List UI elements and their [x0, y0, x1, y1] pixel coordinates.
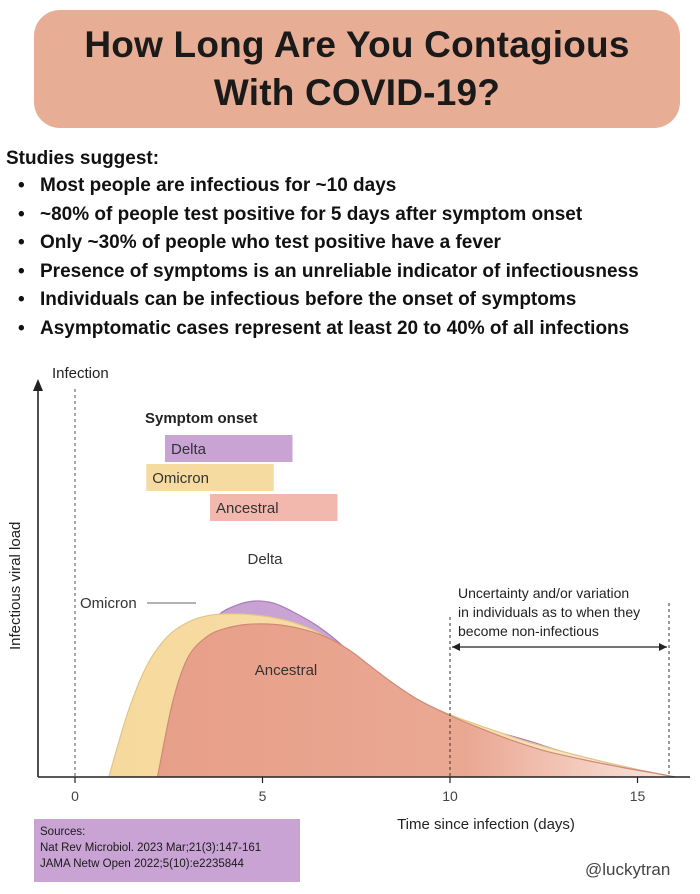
x-tick-label: 15: [630, 788, 646, 804]
infection-label: Infection: [52, 365, 109, 382]
uncertainty-arrowhead-left: [452, 643, 460, 651]
page-title-line-1: How Long Are You Contagious: [84, 24, 630, 65]
title-banner: How Long Are You Contagious With COVID-1…: [34, 10, 680, 128]
symptom-onset-bar-delta: [165, 435, 293, 462]
viral-load-chart: Infection Infectious viral load 0 5 10 15 Time…: [0, 355, 700, 889]
page-title-line-2: With COVID-19?: [213, 72, 501, 113]
x-tick-label: 10: [442, 788, 458, 804]
omicron-curve-label: Omicron: [80, 595, 137, 612]
bullet-item: Only ~30% of people who test positive ha…: [0, 229, 700, 258]
x-axis-label: Time since infection (days): [397, 816, 575, 833]
symptom-onset-bar-ancestral: [210, 494, 338, 521]
bullet-item: Asymptomatic cases represent at least 20…: [0, 315, 700, 344]
y-axis-arrowhead: [33, 379, 43, 391]
uncertainty-arrowhead-right: [659, 643, 667, 651]
symptom-onset-bar-omicron: [146, 464, 274, 491]
author-handle: @luckytran: [585, 860, 671, 879]
sources-box: Sources: Nat Rev Microbiol. 2023 Mar;21(…: [34, 819, 300, 882]
uncertainty-note-line2: in individuals as to when they: [458, 604, 640, 620]
series-line-ancestral: [156, 623, 676, 778]
source-citation: Nat Rev Microbiol. 2023 Mar;21(3):147-16…: [40, 842, 262, 854]
chart-svg: Infection Infectious viral load 0 5 10 15 Time…: [7, 365, 690, 833]
symptom-onset-heading: Symptom onset: [145, 410, 258, 427]
uncertainty-note-line3: become non-infectious: [458, 623, 599, 639]
series-area-ancestral: [157, 623, 675, 777]
symptom-onset-bar-label: Omicron: [152, 470, 209, 487]
bullet-item: Most people are infectious for ~10 days: [0, 172, 700, 201]
x-tick-label: 5: [259, 788, 267, 804]
studies-heading: Studies suggest:: [6, 148, 160, 169]
x-tick-label: 0: [71, 788, 79, 804]
symptom-onset-bar-label: Delta: [171, 441, 207, 458]
symptom-onset-bar-label: Ancestral: [216, 500, 279, 517]
studies-bullet-list: Most people are infectious for ~10 days …: [0, 172, 700, 343]
ancestral-curve-label: Ancestral: [255, 662, 318, 679]
sources-heading: Sources:: [40, 826, 86, 838]
y-axis-label: Infectious viral load: [7, 522, 24, 650]
bullet-item: ~80% of people test positive for 5 days …: [0, 201, 700, 230]
uncertainty-note-line1: Uncertainty and/or variation: [458, 585, 629, 601]
source-citation: JAMA Netw Open 2022;5(10):e2235844: [40, 858, 244, 870]
bullet-item: Individuals can be infectious before the…: [0, 286, 700, 315]
bullet-item: Presence of symptoms is an unreliable in…: [0, 258, 700, 287]
delta-curve-label: Delta: [247, 551, 283, 568]
